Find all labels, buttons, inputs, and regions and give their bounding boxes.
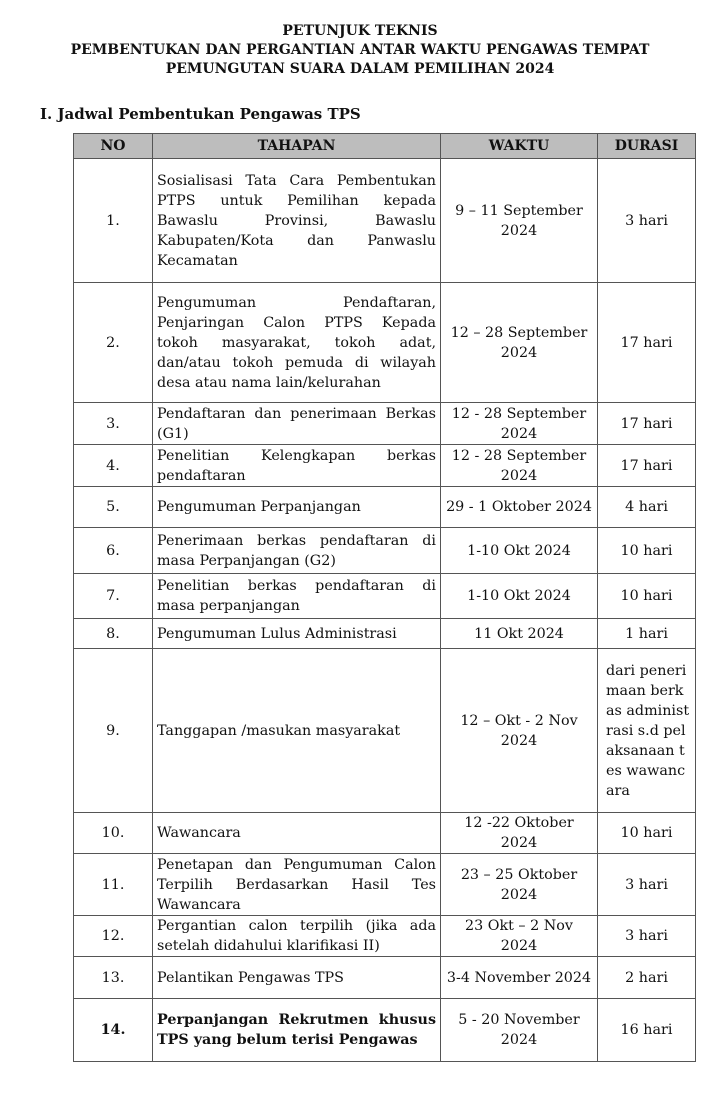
cell-tahapan: Perpanjangan Rekrutmen khusus TPS yang b… bbox=[152, 998, 441, 1062]
cell-waktu: 12 – 28 September 2024 bbox=[440, 282, 598, 403]
cell-durasi: dari penerimaan berkas administrasi s.d … bbox=[597, 648, 696, 813]
cell-waktu: 12 -22 Oktober 2024 bbox=[440, 812, 598, 854]
table-row: 11. Penetapan dan Pengumuman Calon Terpil… bbox=[73, 853, 696, 916]
table-row: 12. Pergantian calon terpilih (jika ada s… bbox=[73, 915, 696, 957]
cell-no: 12. bbox=[73, 915, 153, 957]
table-row: 3. Pendaftaran dan penerimaan Berkas (G1)… bbox=[73, 402, 696, 445]
title-line-1: PETUNJUK TEKNIS bbox=[282, 23, 438, 39]
table-row: 5. Pengumuman Perpanjangan 29 - 1 Oktober … bbox=[73, 486, 696, 528]
cell-tahapan: Penerimaan berkas pendaftaran di masa Pe… bbox=[152, 527, 441, 574]
cell-tahapan: Penetapan dan Pengumuman Calon Terpilih … bbox=[152, 853, 441, 916]
cell-waktu: 5 - 20 November 2024 bbox=[440, 998, 598, 1062]
cell-durasi: 17 hari bbox=[597, 444, 696, 487]
cell-durasi: 10 hari bbox=[597, 573, 696, 619]
header-tahapan: TAHAPAN bbox=[152, 133, 441, 159]
cell-tahapan: Pendaftaran dan penerimaan Berkas (G1) bbox=[152, 402, 441, 445]
header-waktu: WAKTU bbox=[440, 133, 598, 159]
cell-durasi: 17 hari bbox=[597, 282, 696, 403]
cell-tahapan: Pelantikan Pengawas TPS bbox=[152, 956, 441, 999]
cell-tahapan: Penelitian berkas pendaftaran di masa pe… bbox=[152, 573, 441, 619]
cell-tahapan: Pengumuman Pendaftaran, Penjaringan Calo… bbox=[152, 282, 441, 403]
table-header-row: NO TAHAPAN WAKTU DURASI bbox=[73, 133, 696, 159]
cell-durasi: 10 hari bbox=[597, 812, 696, 854]
cell-durasi: 2 hari bbox=[597, 956, 696, 999]
title-line-3: PEMUNGUTAN SUARA DALAM PEMILIHAN 2024 bbox=[165, 61, 555, 77]
cell-no: 1. bbox=[73, 158, 153, 283]
document-title: PETUNJUK TEKNIS PEMBENTUKAN DAN PERGANTI… bbox=[0, 22, 720, 79]
cell-waktu: 12 - 28 September 2024 bbox=[440, 444, 598, 487]
cell-no: 10. bbox=[73, 812, 153, 854]
cell-no: 7. bbox=[73, 573, 153, 619]
cell-durasi: 10 hari bbox=[597, 527, 696, 574]
cell-durasi: 1 hari bbox=[597, 618, 696, 649]
cell-no: 6. bbox=[73, 527, 153, 574]
table-row: 14. Perpanjangan Rekrutmen khusus TPS yan… bbox=[73, 998, 696, 1062]
title-line-2: PEMBENTUKAN DAN PERGANTIAN ANTAR WAKTU P… bbox=[70, 42, 650, 58]
header-durasi: DURASI bbox=[597, 133, 696, 159]
cell-no: 5. bbox=[73, 486, 153, 528]
cell-tahapan: Sosialisasi Tata Cara Pembentukan PTPS u… bbox=[152, 158, 441, 283]
cell-durasi: 17 hari bbox=[597, 402, 696, 445]
cell-tahapan: Penelitian Kelengkapan berkas pendaftara… bbox=[152, 444, 441, 487]
table-row: 7. Penelitian berkas pendaftaran di masa … bbox=[73, 573, 696, 619]
cell-durasi: 3 hari bbox=[597, 158, 696, 283]
table-row: 13. Pelantikan Pengawas TPS 3-4 November 2… bbox=[73, 956, 696, 999]
cell-tahapan: Pergantian calon terpilih (jika ada sete… bbox=[152, 915, 441, 957]
cell-waktu: 3-4 November 2024 bbox=[440, 956, 598, 999]
cell-waktu: 1-10 Okt 2024 bbox=[440, 573, 598, 619]
cell-waktu: 12 – Okt - 2 Nov 2024 bbox=[440, 648, 598, 813]
cell-no: 8. bbox=[73, 618, 153, 649]
table-row: 6. Penerimaan berkas pendaftaran di masa … bbox=[73, 527, 696, 574]
cell-no: 11. bbox=[73, 853, 153, 916]
cell-no: 3. bbox=[73, 402, 153, 445]
schedule-table: NO TAHAPAN WAKTU DURASI 1. Sosialisasi Ta… bbox=[73, 133, 696, 1062]
cell-durasi: 3 hari bbox=[597, 853, 696, 916]
table-row: 9. Tanggapan /masukan masyarakat 12 – Okt … bbox=[73, 648, 696, 813]
cell-durasi: 3 hari bbox=[597, 915, 696, 957]
cell-durasi: 16 hari bbox=[597, 998, 696, 1062]
table-row: 2. Pengumuman Pendaftaran, Penjaringan Ca… bbox=[73, 282, 696, 403]
header-no: NO bbox=[73, 133, 153, 159]
cell-waktu: 12 - 28 September 2024 bbox=[440, 402, 598, 445]
cell-tahapan: Tanggapan /masukan masyarakat bbox=[152, 648, 441, 813]
cell-waktu: 29 - 1 Oktober 2024 bbox=[440, 486, 598, 528]
table-row: 8. Pengumuman Lulus Administrasi 11 Okt 20… bbox=[73, 618, 696, 649]
table-row: 4. Penelitian Kelengkapan berkas pendafta… bbox=[73, 444, 696, 487]
table-row: 1. Sosialisasi Tata Cara Pembentukan PTPS… bbox=[73, 158, 696, 283]
section-heading: I. Jadwal Pembentukan Pengawas TPS bbox=[40, 105, 361, 123]
cell-no: 13. bbox=[73, 956, 153, 999]
cell-waktu: 11 Okt 2024 bbox=[440, 618, 598, 649]
cell-no: 9. bbox=[73, 648, 153, 813]
cell-no: 2. bbox=[73, 282, 153, 403]
cell-waktu: 9 – 11 September 2024 bbox=[440, 158, 598, 283]
cell-waktu: 1-10 Okt 2024 bbox=[440, 527, 598, 574]
cell-no: 14. bbox=[73, 998, 153, 1062]
cell-tahapan: Pengumuman Lulus Administrasi bbox=[152, 618, 441, 649]
cell-waktu: 23 Okt – 2 Nov 2024 bbox=[440, 915, 598, 957]
cell-no: 4. bbox=[73, 444, 153, 487]
cell-tahapan: Pengumuman Perpanjangan bbox=[152, 486, 441, 528]
cell-durasi: 4 hari bbox=[597, 486, 696, 528]
cell-waktu: 23 – 25 Oktober 2024 bbox=[440, 853, 598, 916]
cell-tahapan: Wawancara bbox=[152, 812, 441, 854]
table-row: 10. Wawancara 12 -22 Oktober 2024 10 hari bbox=[73, 812, 696, 854]
